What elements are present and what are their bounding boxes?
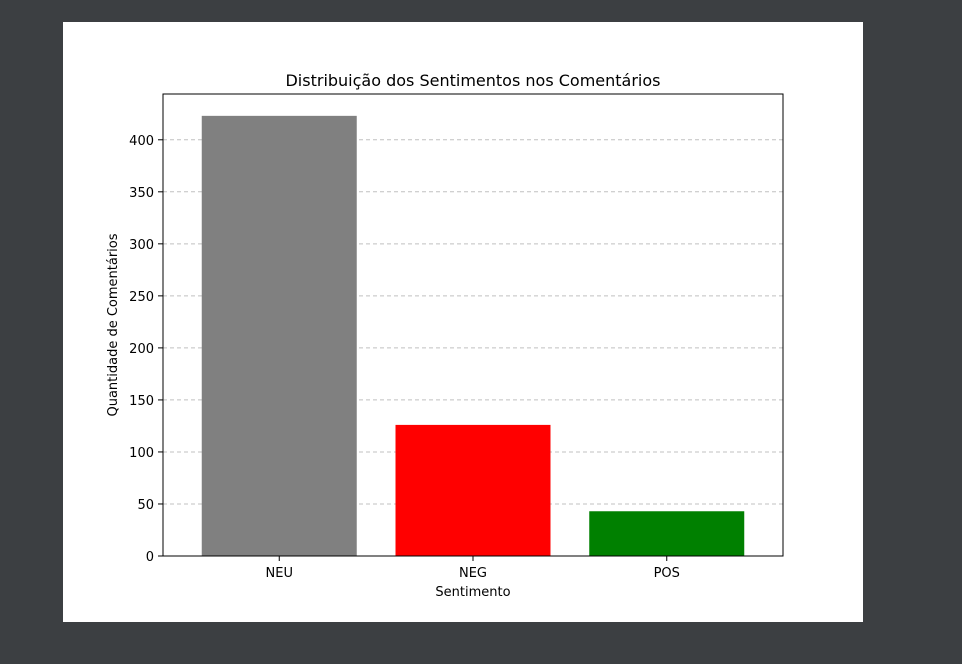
x-axis-label: Sentimento — [435, 585, 510, 600]
x-tick-label: NEU — [266, 566, 293, 581]
bar-chart: 0 50 100 150 200 250 300 350 400 NEU NEG POS Distr… — [106, 71, 784, 600]
x-tick-label: NEG — [459, 566, 487, 581]
y-ticks: 0 50 100 150 200 250 300 350 400 — [129, 134, 163, 565]
bars — [201, 115, 745, 556]
y-axis-label: Quantidade de Comentários — [106, 233, 121, 416]
bar-neu — [201, 115, 357, 556]
bar-neg — [395, 424, 551, 556]
y-tick-label: 200 — [129, 342, 154, 357]
y-tick-label: 100 — [129, 446, 154, 461]
chart-figure: 0 50 100 150 200 250 300 350 400 NEU NEG POS Distr… — [63, 22, 863, 622]
x-tick-label: POS — [654, 566, 680, 581]
y-tick-label: 150 — [129, 394, 154, 409]
chart-title: Distribuição dos Sentimentos nos Comentá… — [285, 71, 660, 90]
y-tick-label: 350 — [129, 186, 154, 201]
y-tick-label: 250 — [129, 290, 154, 305]
bar-pos — [589, 511, 745, 556]
y-tick-label: 0 — [146, 550, 154, 565]
y-tick-label: 400 — [129, 134, 154, 149]
x-ticks: NEU NEG POS — [266, 556, 680, 581]
y-tick-label: 300 — [129, 238, 154, 253]
y-tick-label: 50 — [137, 498, 154, 513]
